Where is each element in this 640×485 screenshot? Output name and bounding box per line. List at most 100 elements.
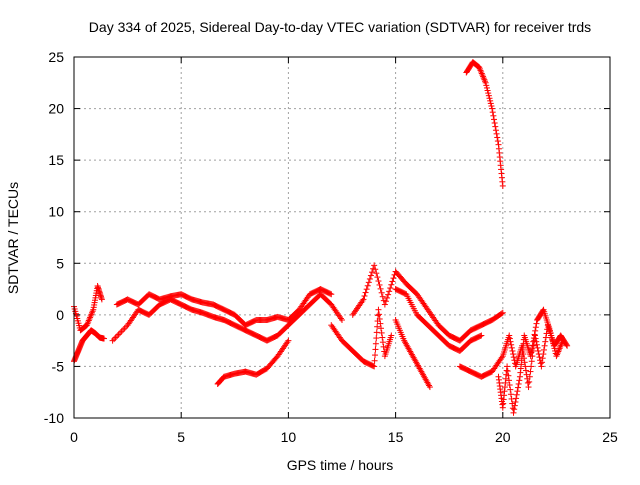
data-point-plus: [390, 275, 397, 282]
data-point-plus: [375, 312, 382, 319]
data-point-plus: [509, 347, 516, 354]
data-point-plus: [376, 311, 383, 318]
y-tick-label: -5: [52, 358, 65, 374]
data-point-plus: [377, 285, 384, 292]
data-point-plus: [376, 315, 383, 322]
data-point-plus: [387, 285, 394, 292]
data-point-plus: [528, 345, 535, 352]
data-point-plus: [559, 337, 566, 344]
data-point-plus: [532, 324, 539, 331]
data-point-plus: [508, 341, 515, 348]
data-point-plus: [380, 343, 387, 350]
data-point-plus: [101, 335, 108, 342]
data-point-plus: [527, 353, 534, 360]
data-point-plus: [536, 354, 543, 361]
data-point-plus: [527, 368, 534, 375]
data-point-plus: [373, 329, 380, 336]
data-point-plus: [548, 332, 555, 339]
data-point-plus: [477, 333, 484, 340]
data-point-plus: [118, 328, 125, 335]
data-point-plus: [510, 409, 517, 416]
data-point-plus: [374, 323, 381, 330]
data-point-plus: [370, 362, 377, 369]
data-point-plus: [369, 269, 376, 276]
data-point-plus: [515, 384, 522, 391]
data-point-plus: [507, 391, 514, 398]
data-point-plus: [114, 333, 121, 340]
data-point-plus: [373, 335, 380, 342]
data-point-plus: [499, 182, 506, 189]
data-point-plus: [367, 272, 374, 279]
data-point-plus: [530, 335, 537, 342]
data-point-plus: [530, 338, 537, 345]
data-point-plus: [494, 134, 501, 141]
data-point-plus: [379, 293, 386, 300]
data-point-plus: [538, 363, 545, 370]
y-tick-label: 0: [56, 307, 64, 323]
data-point-plus: [539, 359, 546, 366]
data-point-plus: [508, 395, 515, 402]
data-point-plus: [533, 341, 540, 348]
data-point-plus: [111, 336, 118, 343]
data-point-plus: [483, 84, 490, 91]
data-point-plus: [360, 296, 367, 303]
data-point-plus: [490, 112, 497, 119]
data-point-plus: [506, 335, 513, 342]
data-point-plus: [372, 346, 379, 353]
data-point-plus: [98, 296, 105, 303]
data-point-plus: [506, 377, 513, 384]
data-point-plus: [339, 317, 345, 324]
data-point-plus: [378, 329, 385, 336]
data-point-plus: [539, 307, 546, 314]
data-point-plus: [377, 320, 384, 327]
x-tick-label: 5: [177, 429, 185, 445]
data-point-plus: [366, 275, 373, 282]
data-point-plus: [493, 130, 500, 137]
data-point-plus: [513, 391, 520, 398]
chart-title: Day 334 of 2025, Sidereal Day-to-day VTE…: [89, 19, 591, 35]
data-point-plus: [120, 326, 127, 333]
data-point-plus: [375, 278, 382, 285]
data-point-plus: [491, 120, 498, 127]
data-point-plus: [542, 334, 549, 341]
data-point-plus: [564, 342, 571, 349]
data-point-plus: [483, 82, 490, 89]
data-point-plus: [504, 368, 511, 375]
data-point-plus: [511, 406, 518, 413]
data-point-plus: [488, 102, 495, 109]
data-point-plus: [510, 351, 517, 358]
data-point-plus: [532, 327, 539, 334]
data-point-plus: [112, 334, 119, 341]
data-point-plus: [386, 288, 393, 295]
data-point-plus: [426, 384, 433, 391]
data-point-plus: [534, 344, 541, 351]
data-point-plus: [563, 341, 570, 348]
data-point-plus: [522, 363, 529, 370]
data-point-plus: [548, 335, 555, 342]
data-point-plus: [492, 123, 499, 130]
data-point-plus: [385, 291, 392, 298]
data-point-plus: [510, 354, 517, 361]
data-point-plus: [365, 279, 372, 286]
data-point-plus: [539, 355, 546, 362]
data-point-plus: [109, 337, 116, 344]
data-point-plus: [528, 358, 535, 365]
data-point-plus: [372, 352, 379, 359]
data-point-plus: [372, 266, 379, 273]
data-point-plus: [361, 292, 368, 299]
y-tick-label: 25: [48, 49, 64, 65]
data-point-plus: [379, 334, 386, 341]
data-point-plus: [550, 340, 557, 347]
data-point-plus: [327, 290, 334, 297]
data-point-plus: [546, 327, 553, 334]
data-point-plus: [508, 344, 515, 351]
data-point-plus: [373, 270, 380, 277]
data-point-plus: [549, 337, 556, 344]
data-point-plus: [485, 90, 492, 97]
data-point-plus: [371, 363, 378, 370]
x-axis-label: GPS time / hours: [287, 457, 394, 473]
data-point-plus: [507, 338, 514, 345]
data-point-plus: [379, 339, 386, 346]
data-point-plus: [381, 301, 388, 308]
